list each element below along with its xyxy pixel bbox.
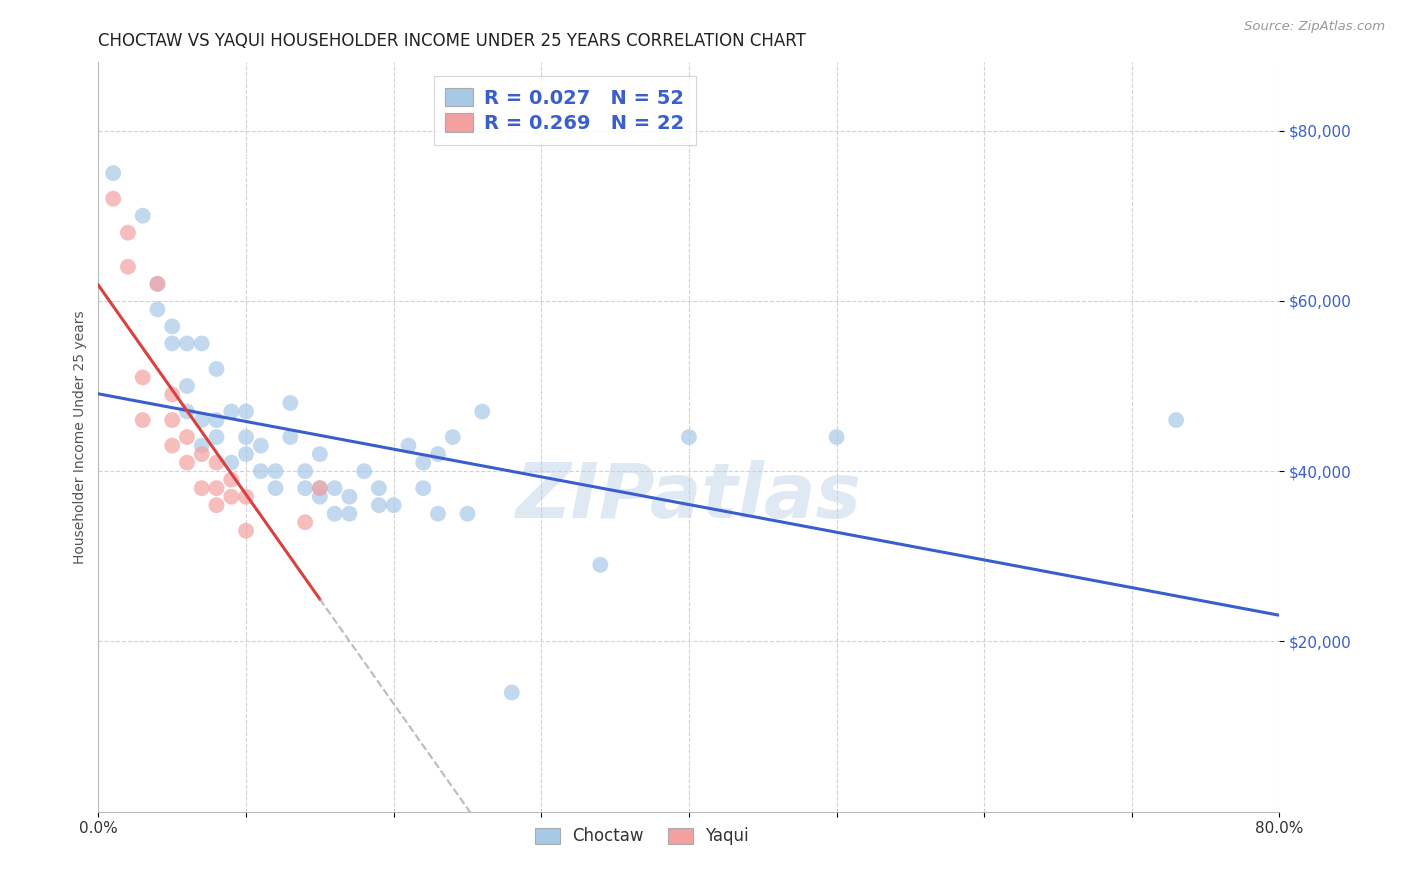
Point: [221, 473, 243, 487]
Point: [382, 498, 405, 512]
Text: ZIPatlas: ZIPatlas: [516, 460, 862, 534]
Point: [427, 507, 450, 521]
Point: [250, 439, 273, 453]
Point: [146, 277, 169, 291]
Point: [264, 481, 287, 495]
Point: [412, 456, 434, 470]
Point: [309, 481, 332, 495]
Point: [235, 490, 257, 504]
Point: [191, 413, 214, 427]
Point: [191, 481, 214, 495]
Point: [162, 413, 183, 427]
Point: [309, 481, 332, 495]
Point: [162, 336, 183, 351]
Point: [264, 464, 287, 478]
Point: [205, 430, 228, 444]
Point: [339, 507, 361, 521]
Point: [280, 396, 302, 410]
Point: [678, 430, 700, 444]
Point: [191, 439, 214, 453]
Point: [412, 481, 434, 495]
Point: [205, 456, 228, 470]
Point: [1166, 413, 1188, 427]
Point: [205, 362, 228, 376]
Point: [162, 319, 183, 334]
Point: [117, 260, 139, 274]
Point: [162, 439, 183, 453]
Point: [146, 302, 169, 317]
Point: [323, 481, 346, 495]
Legend: Choctaw, Yaqui: Choctaw, Yaqui: [529, 821, 755, 852]
Text: Source: ZipAtlas.com: Source: ZipAtlas.com: [1244, 20, 1385, 33]
Point: [294, 464, 316, 478]
Point: [457, 507, 479, 521]
Point: [235, 430, 257, 444]
Point: [353, 464, 375, 478]
Text: CHOCTAW VS YAQUI HOUSEHOLDER INCOME UNDER 25 YEARS CORRELATION CHART: CHOCTAW VS YAQUI HOUSEHOLDER INCOME UNDE…: [98, 32, 806, 50]
Point: [221, 456, 243, 470]
Point: [191, 336, 214, 351]
Point: [339, 490, 361, 504]
Point: [368, 481, 391, 495]
Point: [368, 498, 391, 512]
Point: [501, 685, 523, 699]
Point: [205, 481, 228, 495]
Point: [132, 209, 155, 223]
Point: [221, 404, 243, 418]
Point: [235, 404, 257, 418]
Point: [309, 490, 332, 504]
Point: [191, 447, 214, 461]
Point: [235, 447, 257, 461]
Point: [132, 370, 155, 384]
Point: [146, 277, 169, 291]
Point: [132, 413, 155, 427]
Point: [280, 430, 302, 444]
Point: [294, 515, 316, 529]
Point: [471, 404, 494, 418]
Point: [103, 166, 125, 180]
Point: [221, 490, 243, 504]
Point: [103, 192, 125, 206]
Point: [176, 379, 198, 393]
Point: [825, 430, 848, 444]
Point: [323, 507, 346, 521]
Point: [294, 481, 316, 495]
Point: [117, 226, 139, 240]
Point: [427, 447, 450, 461]
Point: [235, 524, 257, 538]
Point: [176, 430, 198, 444]
Point: [176, 456, 198, 470]
Point: [205, 413, 228, 427]
Point: [441, 430, 464, 444]
Point: [250, 464, 273, 478]
Point: [162, 387, 183, 401]
Point: [176, 336, 198, 351]
Point: [309, 447, 332, 461]
Point: [176, 404, 198, 418]
Y-axis label: Householder Income Under 25 years: Householder Income Under 25 years: [73, 310, 87, 564]
Point: [205, 498, 228, 512]
Point: [398, 439, 420, 453]
Point: [589, 558, 612, 572]
